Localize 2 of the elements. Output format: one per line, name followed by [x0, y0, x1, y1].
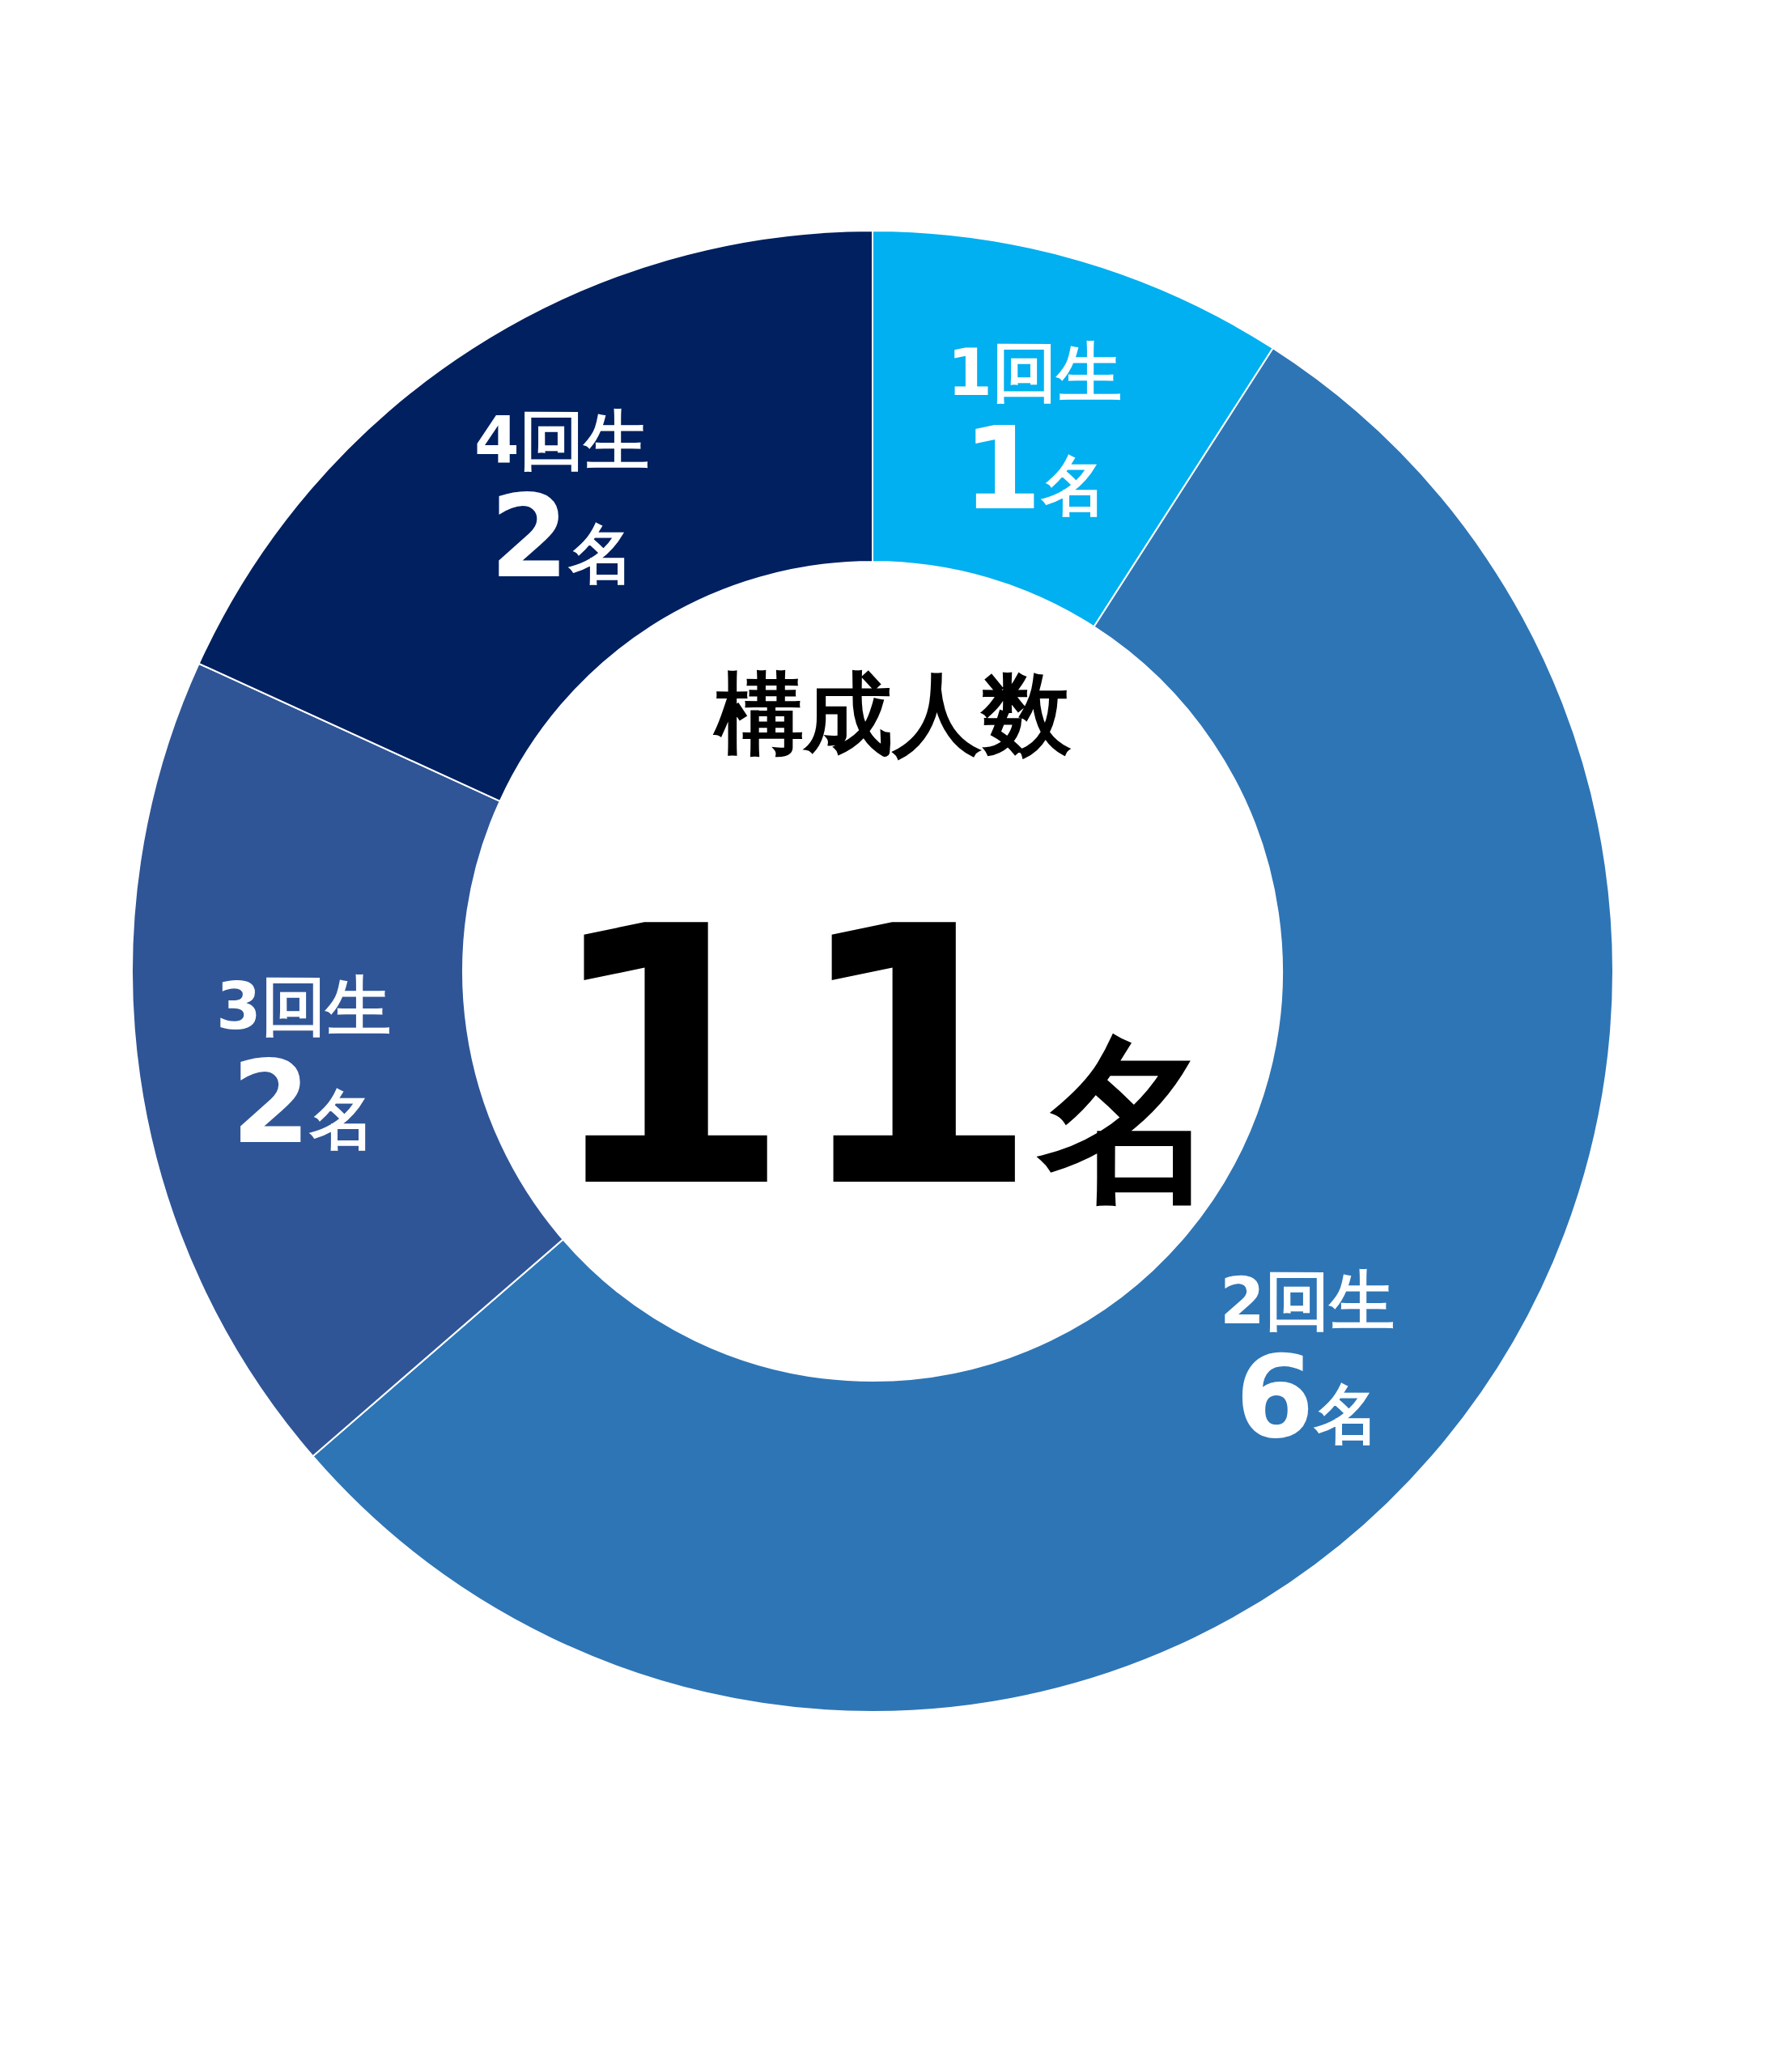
text: 11名 [543, 851, 1218, 1266]
text: 構成人数 [712, 662, 1072, 766]
